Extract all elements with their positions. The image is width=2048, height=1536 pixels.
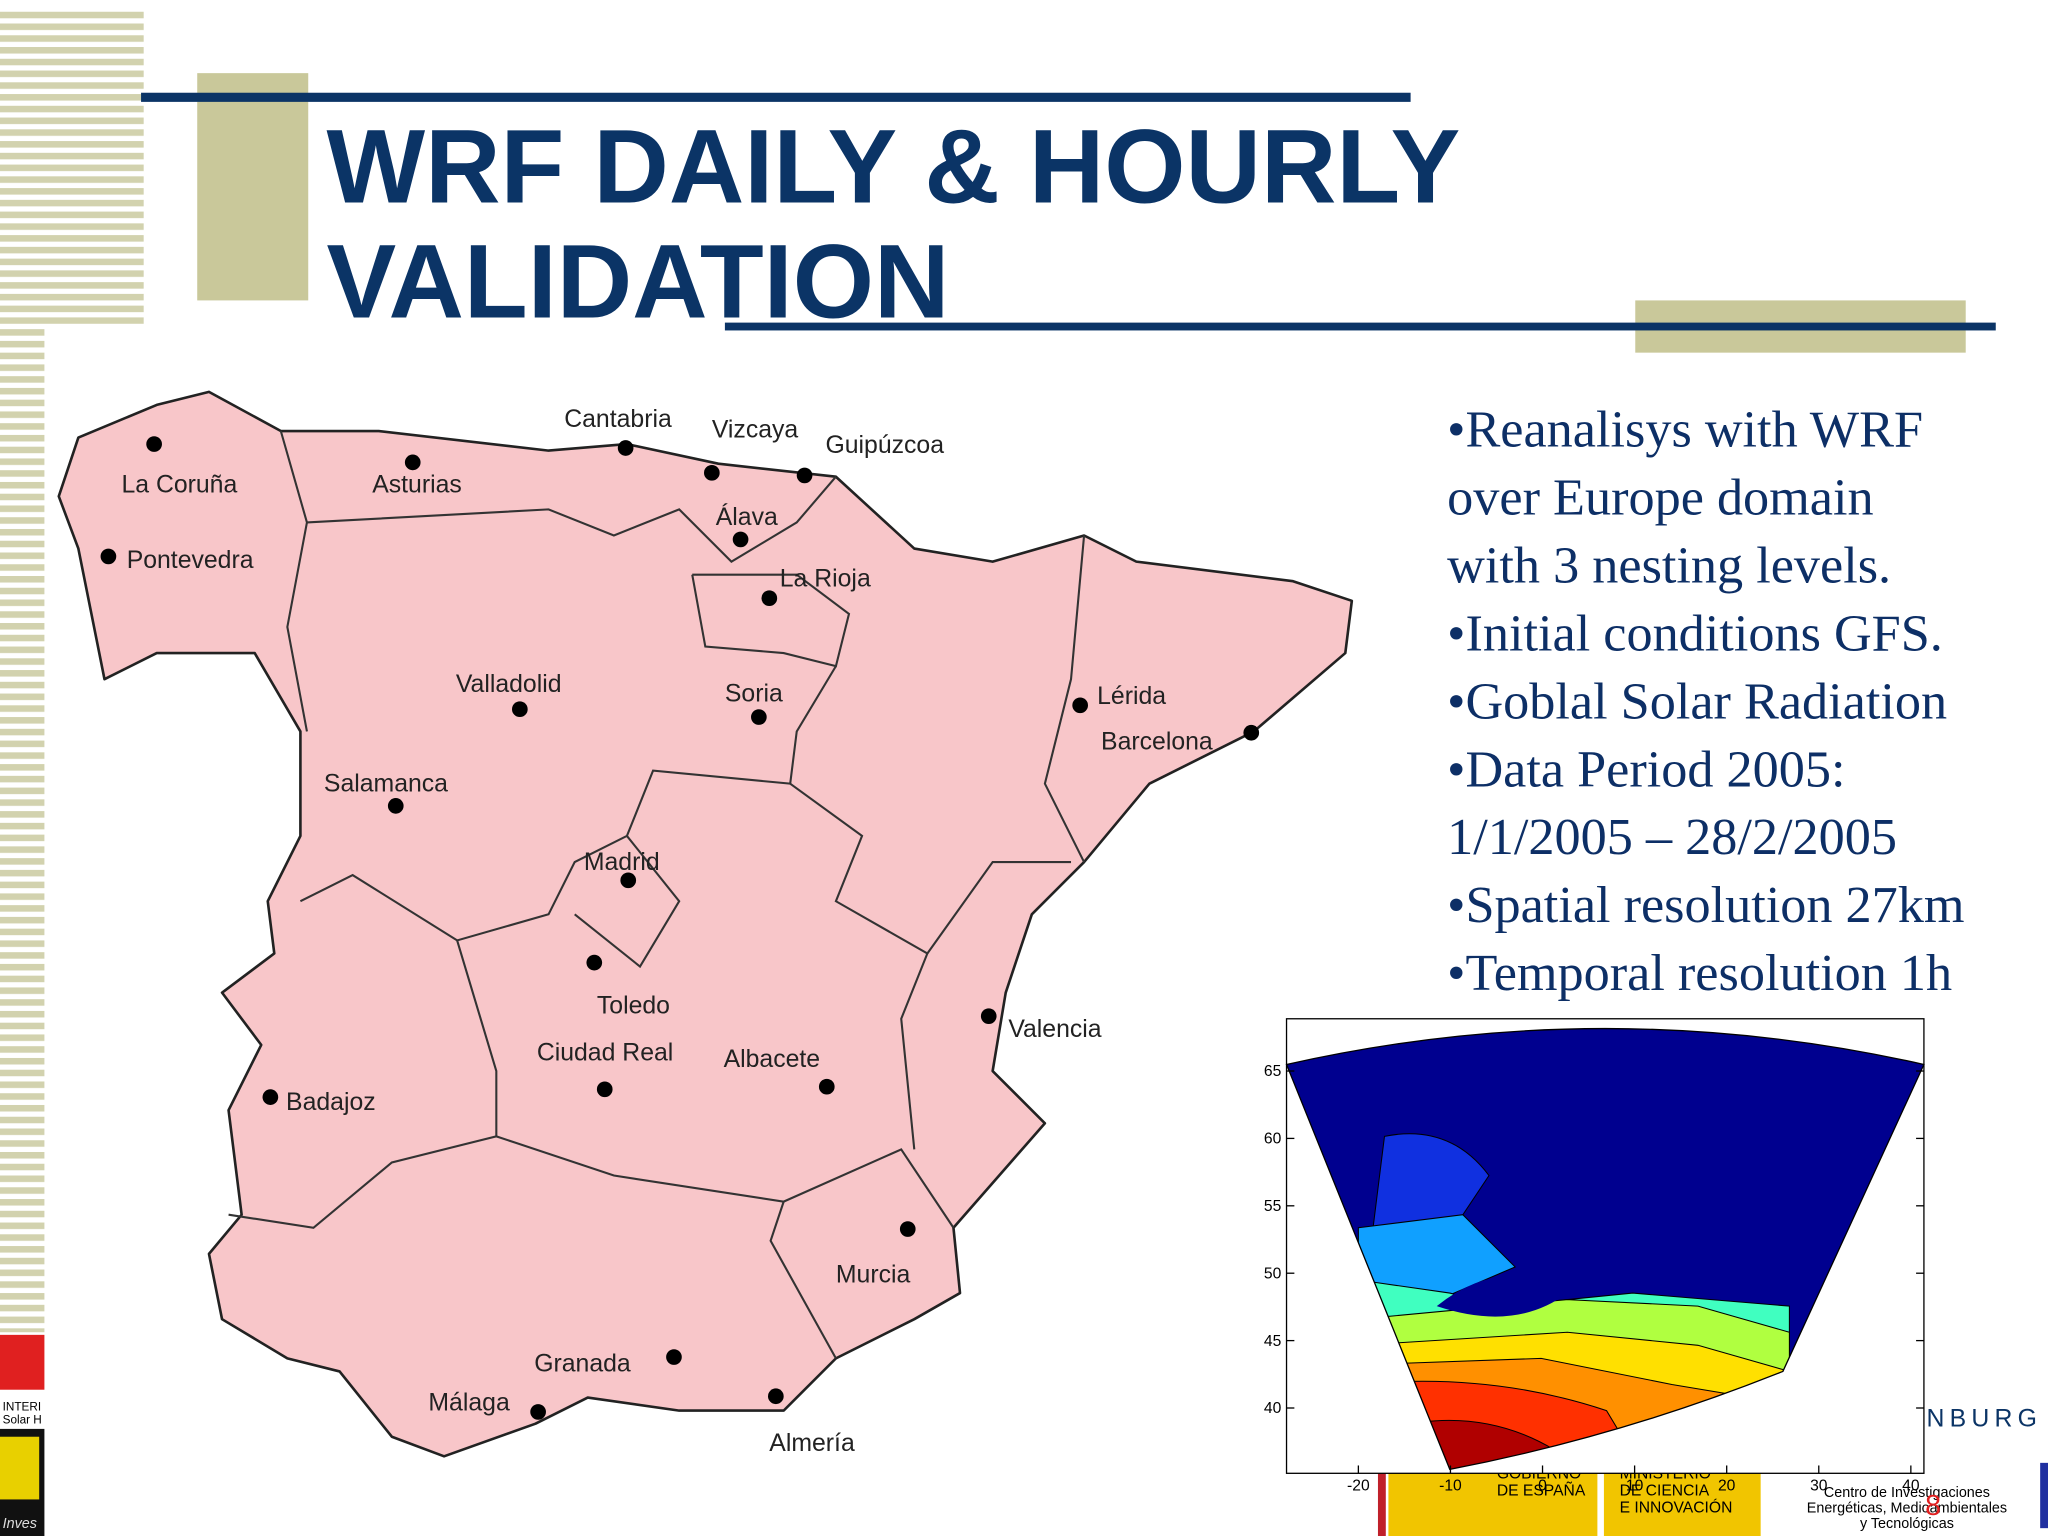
map-label: Albacete bbox=[724, 1046, 821, 1073]
y-tick-label: 65 bbox=[1264, 1063, 1282, 1080]
logo bbox=[1377, 1462, 1386, 1536]
region-borders bbox=[228, 430, 1086, 1359]
bullet-list: •Reanalisys with WRF over Europe domain … bbox=[1447, 401, 1964, 1002]
logo-text: Energéticas, Medioambientales bbox=[1807, 1500, 2007, 1516]
footer: INTERI Solar H Inves NBURG GOBIERNO DE E… bbox=[0, 1334, 2048, 1536]
map-label: Murcia bbox=[836, 1262, 911, 1289]
title-rule bbox=[724, 322, 1996, 331]
logo-text: DE ESPAÑA bbox=[1497, 1480, 1586, 1500]
y-tick-label: 45 bbox=[1264, 1333, 1282, 1350]
map-label: Vizcaya bbox=[712, 417, 799, 444]
map-label: La Coruña bbox=[121, 471, 237, 498]
logo bbox=[2040, 1462, 2048, 1529]
bullet-line: •Goblal Solar Radiation bbox=[1447, 672, 1947, 730]
map-label: Salamanca bbox=[324, 771, 448, 798]
logo bbox=[0, 1334, 45, 1390]
logo bbox=[1603, 1462, 1761, 1536]
x-tick-label: 40 bbox=[1902, 1477, 1920, 1494]
map-label: Valencia bbox=[1008, 1016, 1101, 1043]
logo-text: E INNOVACIÓN bbox=[1620, 1497, 1733, 1516]
map-label: Madrid bbox=[584, 849, 660, 876]
map-label: Valladolid bbox=[456, 671, 562, 698]
bullet-line: •Initial conditions GFS. bbox=[1447, 604, 1943, 662]
title-block bbox=[197, 73, 309, 301]
stripe-band bbox=[0, 326, 45, 1333]
y-tick-label: 50 bbox=[1264, 1265, 1282, 1282]
map-label: Asturias bbox=[372, 471, 462, 498]
map-label: Barcelona bbox=[1101, 729, 1213, 756]
map-label: La Rioja bbox=[780, 565, 871, 592]
map-label: Cantabria bbox=[564, 406, 672, 433]
title: VALIDATION bbox=[327, 223, 950, 340]
domain-outline bbox=[1285, 1027, 1925, 1471]
title: WRF DAILY & HOURLY bbox=[327, 108, 1461, 225]
page-number: 8 bbox=[1925, 1490, 1941, 1522]
logo-text: DE CIENCIA bbox=[1620, 1483, 1710, 1500]
map-label: Málaga bbox=[428, 1390, 510, 1417]
map-label: Ciudad Real bbox=[537, 1040, 673, 1067]
bullet-line: •Reanalisys with WRF bbox=[1447, 401, 1923, 459]
x-tick-label: 30 bbox=[1810, 1477, 1828, 1494]
partner-text: NBURG bbox=[1927, 1405, 2043, 1432]
country-outline bbox=[57, 390, 1354, 1458]
x-tick-label: 0 bbox=[1538, 1477, 1547, 1494]
bullet-line: over Europe domain bbox=[1447, 469, 1873, 527]
spain-map: La Coruña Asturias Cantabria Vizcaya Gui… bbox=[57, 390, 1354, 1458]
map-label: Almería bbox=[769, 1430, 855, 1457]
bullet-line: 1/1/2005 – 28/2/2005 bbox=[1447, 808, 1897, 866]
x-tick-label: -20 bbox=[1347, 1477, 1370, 1494]
x-tick-label: 20 bbox=[1718, 1477, 1736, 1494]
map-label: Guipúzcoa bbox=[825, 432, 944, 459]
logo-text: y Tecnológicas bbox=[1860, 1516, 1954, 1532]
map-label: Toledo bbox=[597, 993, 670, 1020]
logo bbox=[1388, 1462, 1598, 1536]
map-label: Álava bbox=[716, 504, 778, 531]
city-dots bbox=[100, 436, 1260, 1420]
stripe-band bbox=[0, 10, 144, 324]
map-label: Soria bbox=[725, 680, 783, 707]
map-label: Lérida bbox=[1097, 683, 1166, 710]
logo-text: Centro de Investigaciones bbox=[1824, 1485, 1990, 1501]
x-tick-label: 10 bbox=[1626, 1477, 1644, 1494]
inset-plot: 65 60 55 50 45 40 -20 -10 0 10 20 30 40 bbox=[1264, 1018, 1925, 1494]
y-tick-label: 40 bbox=[1264, 1400, 1282, 1417]
logo bbox=[0, 1436, 40, 1500]
bullet-line: •Temporal resolution 1h bbox=[1447, 944, 1952, 1002]
map-label: Badajoz bbox=[286, 1089, 376, 1116]
logo-text: Solar H bbox=[3, 1414, 42, 1427]
x-tick-label: -10 bbox=[1439, 1477, 1462, 1494]
logo-text: Inves bbox=[3, 1516, 37, 1532]
map-label: Pontevedra bbox=[127, 547, 254, 574]
bullet-line: •Spatial resolution 27km bbox=[1447, 876, 1964, 934]
bullet-line: with 3 nesting levels. bbox=[1447, 537, 1891, 595]
title-rule bbox=[141, 92, 1411, 102]
y-tick-label: 55 bbox=[1264, 1198, 1282, 1215]
bullet-line: •Data Period 2005: bbox=[1447, 740, 1845, 798]
map-label: Granada bbox=[534, 1350, 631, 1377]
y-tick-label: 60 bbox=[1264, 1131, 1282, 1148]
logo-text: INTERI bbox=[3, 1401, 42, 1414]
